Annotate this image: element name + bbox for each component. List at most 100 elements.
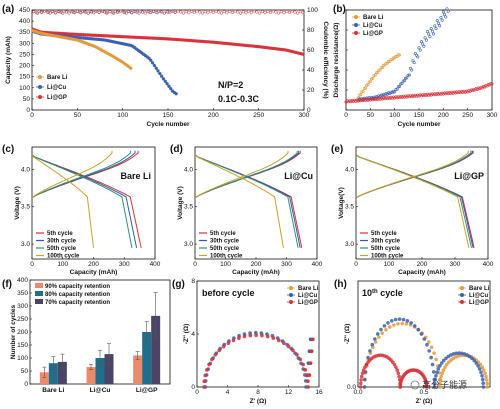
impedance-point <box>427 349 431 353</box>
legend-label: 50th cycle <box>210 246 240 252</box>
impedance-point <box>384 327 388 332</box>
y-tick-label: 250 <box>19 51 30 58</box>
impedance-point <box>254 333 258 338</box>
y-tick-label: 100 <box>19 85 30 92</box>
impedance-point <box>443 365 447 369</box>
efficiency-point <box>236 10 240 14</box>
efficiency-point <box>252 9 256 13</box>
legend-label: Li@Cu <box>363 23 383 29</box>
legend-label: 30th cycle <box>210 239 240 245</box>
impedance-point <box>444 362 449 367</box>
capacity-point <box>174 92 178 96</box>
resistance-point <box>400 82 404 86</box>
y-axis-label: -Z'' (Ω) <box>183 324 190 345</box>
y-tick-label: 20 <box>307 87 315 94</box>
x-axis-label: Capacity (mAh) <box>398 269 446 276</box>
annotation-rate: 0.1C-0.3C <box>218 94 260 104</box>
resistance-point <box>416 55 420 59</box>
resistance-point <box>398 53 402 57</box>
y-tick-label: 8 <box>191 278 195 285</box>
efficiency-point <box>81 9 85 13</box>
legend-marker <box>460 286 464 290</box>
y-tick-label: 150 <box>17 342 28 349</box>
y-tick-label: 350 <box>17 290 28 297</box>
impedance-point <box>376 335 381 340</box>
impedance-point <box>397 374 401 379</box>
efficiency-point <box>217 10 221 14</box>
resistance-point <box>422 44 426 48</box>
efficiency-point <box>127 10 131 14</box>
y-tick-label: 50 <box>21 368 29 375</box>
y-tick-label: 4.0 <box>21 166 30 173</box>
resistance-point <box>402 79 406 83</box>
discharge-curve <box>194 154 299 248</box>
impedance-point <box>404 321 409 326</box>
impedance-point <box>480 365 484 369</box>
x-axis-label: Capacity (mAh) <box>232 269 280 276</box>
impedance-point <box>358 385 363 389</box>
impedance-point <box>248 333 253 338</box>
x-tick-label: 16 <box>315 389 323 396</box>
efficiency-point <box>138 9 142 13</box>
y-tick-label: 400 <box>17 277 28 284</box>
impedance-point <box>363 377 367 382</box>
impedance-point <box>481 381 486 386</box>
impedance-point <box>432 351 436 355</box>
bar <box>57 361 67 384</box>
x-tick-label: 200 <box>438 112 449 119</box>
resistance-point <box>373 73 377 77</box>
resistance-point <box>378 68 382 72</box>
legend-label: Li@GP <box>47 95 67 101</box>
impedance-point <box>396 321 400 326</box>
impedance-point <box>480 377 485 382</box>
legend-label: 50th cycle <box>371 246 401 252</box>
panel-f-label: (f) <box>2 279 12 290</box>
capacity-point <box>149 58 153 62</box>
y-tick-label: 0 <box>26 107 30 114</box>
x-tick-label: 250 <box>462 112 473 119</box>
panel-e: 0 100 200 300 400 3.0 3.5 4.0 5th cycle 30th cycl… <box>338 146 494 276</box>
impedance-point <box>438 381 442 386</box>
bar <box>133 355 143 384</box>
charge-curve <box>355 150 469 199</box>
impedance-point <box>394 365 398 369</box>
panel-d: 0 100 200 300 400 3.0 3.5 4.0 5th cycle 30th cycl… <box>177 146 323 276</box>
y2-axis-label: Coulombic efficiency (%) <box>322 21 329 98</box>
bar <box>142 332 152 384</box>
efficiency-point <box>181 11 185 15</box>
resistance-point <box>430 29 434 33</box>
impedance-point <box>248 331 252 335</box>
charge-curve <box>194 150 298 199</box>
y-tick-label: 400 <box>19 18 30 25</box>
resistance-point <box>443 12 447 16</box>
efficiency-point <box>233 9 237 13</box>
panel-f: 0 50 100 150 200 250 300 350 400 Bare Li Li@Cu Li@G… <box>10 277 171 394</box>
y-tick-label: 4.0 <box>345 166 354 173</box>
efficiency-point <box>40 10 44 14</box>
x-axis-label: Z' (Ω) <box>250 398 267 405</box>
impedance-point <box>432 381 437 386</box>
efficiency-point <box>64 10 69 14</box>
bar <box>95 358 105 384</box>
impedance-point <box>484 374 488 379</box>
x-tick-label: 400 <box>312 261 323 268</box>
x-tick-label: 300 <box>487 112 498 119</box>
efficiency-point <box>168 11 172 15</box>
impedance-point <box>435 370 439 375</box>
efficiency-point <box>274 10 278 14</box>
x-axis-label: Cycle number <box>398 121 441 128</box>
resistance-point <box>387 59 391 63</box>
impedance-point <box>373 340 378 344</box>
impedance-point <box>434 357 438 362</box>
impedance-point <box>483 371 487 376</box>
legend-label: 100th cycle <box>47 254 80 260</box>
y-tick-label: 3.5 <box>21 204 30 211</box>
efficiency-point <box>249 10 253 14</box>
efficiency-point <box>48 11 52 15</box>
impedance-point <box>481 385 486 389</box>
impedance-point <box>441 368 446 372</box>
impedance-point <box>392 323 396 327</box>
x-tick-label: 0 <box>354 261 358 268</box>
efficiency-point <box>165 10 169 14</box>
